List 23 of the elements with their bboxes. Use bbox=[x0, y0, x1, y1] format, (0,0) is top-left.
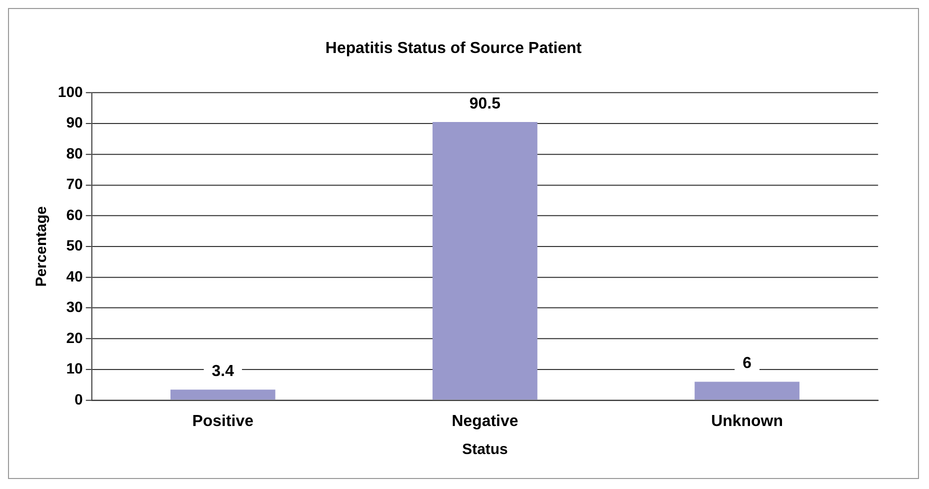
x-tick-label: Negative bbox=[452, 413, 518, 430]
x-tick-label: Unknown bbox=[711, 413, 783, 430]
data-label: 90.5 bbox=[469, 96, 501, 112]
y-tick-label: 0 bbox=[74, 391, 83, 408]
y-tick-label: 10 bbox=[66, 360, 83, 378]
y-tick-label: 70 bbox=[66, 176, 83, 194]
y-tick-label: 40 bbox=[66, 268, 83, 286]
chart-title: Hepatitis Status of Source Patient bbox=[325, 40, 582, 57]
y-tick-label: 80 bbox=[66, 145, 83, 162]
y-axis-title: Percentage bbox=[33, 206, 50, 287]
y-tick-label: 90 bbox=[66, 114, 83, 132]
bar bbox=[432, 122, 538, 400]
y-tick-label: 50 bbox=[66, 238, 83, 255]
x-tick-label: Positive bbox=[192, 413, 254, 430]
data-label: 3.4 bbox=[212, 363, 234, 380]
y-tick-label: 100 bbox=[58, 84, 83, 101]
y-tick-label: 20 bbox=[66, 330, 83, 347]
bar bbox=[170, 390, 276, 400]
x-axis-title: Status bbox=[462, 441, 508, 458]
y-tick-label: 60 bbox=[66, 206, 83, 224]
y-tick-label: 30 bbox=[66, 299, 83, 316]
bar bbox=[694, 382, 800, 400]
data-label: 6 bbox=[742, 355, 752, 372]
